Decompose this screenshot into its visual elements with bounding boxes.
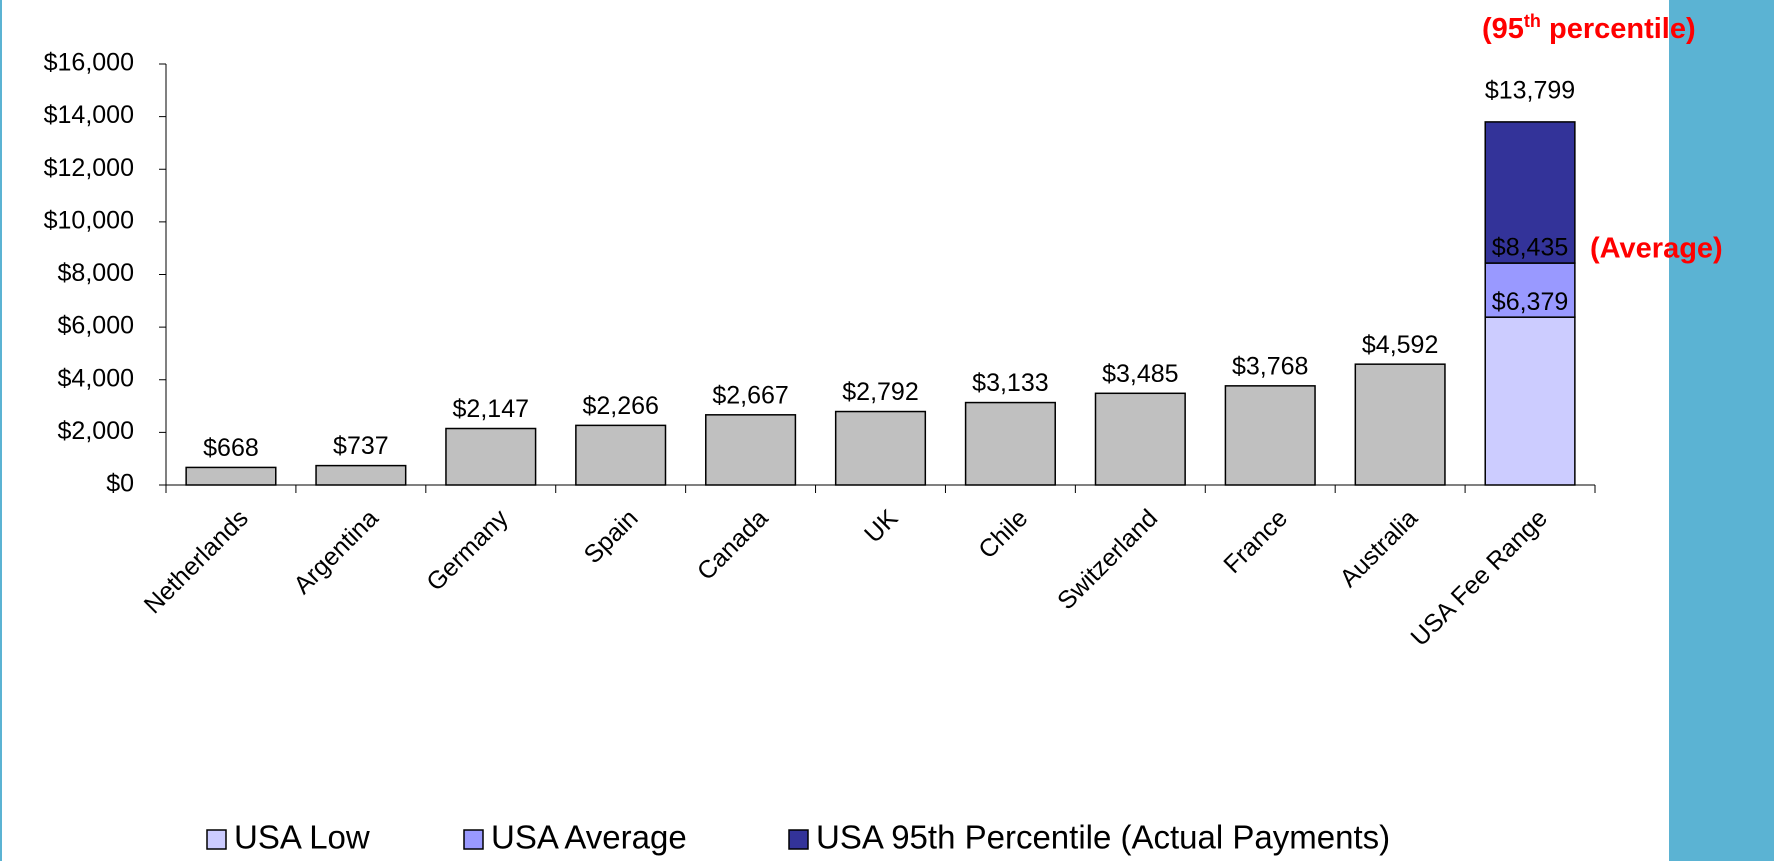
x-tick-label: Switzerland xyxy=(1052,504,1163,615)
bar xyxy=(445,427,537,486)
annotation-average: (Average) xyxy=(1590,233,1723,265)
legend-label: USA Average xyxy=(491,819,687,856)
x-tick-label: Germany xyxy=(421,504,514,597)
left-border xyxy=(0,0,2,861)
y-tick-label: $2,000 xyxy=(58,417,134,445)
x-tick-label: France xyxy=(1218,504,1293,579)
x-tick-label: UK xyxy=(859,504,904,549)
y-tick-label: $0 xyxy=(106,470,134,498)
x-tick-label: Netherlands xyxy=(139,504,254,619)
x-tick-label: Australia xyxy=(1334,504,1423,593)
value-label: $668 xyxy=(203,434,259,462)
bar xyxy=(1224,385,1316,486)
value-label: $2,667 xyxy=(712,381,788,409)
value-label: $3,485 xyxy=(1102,360,1178,388)
level-label: $13,799 xyxy=(1485,77,1575,105)
y-tick-label: $14,000 xyxy=(44,101,134,129)
legend-label: USA 95th Percentile (Actual Payments) xyxy=(816,819,1390,856)
value-label: $737 xyxy=(333,432,389,460)
y-tick-label: $4,000 xyxy=(58,364,134,392)
value-label: $3,133 xyxy=(972,369,1048,397)
side-strip xyxy=(1669,0,1774,861)
level-label: $6,379 xyxy=(1492,288,1568,316)
legend-label: USA Low xyxy=(234,819,370,856)
bar xyxy=(834,410,927,486)
x-tick-label: USA Fee Range xyxy=(1405,504,1553,652)
value-label: $2,792 xyxy=(842,378,918,406)
bar xyxy=(1094,392,1186,486)
x-tick-label: Chile xyxy=(973,504,1033,564)
x-tick-label: Canada xyxy=(692,504,774,586)
y-tick-label: $8,000 xyxy=(58,259,134,287)
y-tick-label: $6,000 xyxy=(58,312,134,340)
y-tick-label: $10,000 xyxy=(44,206,134,234)
bar xyxy=(185,466,277,486)
value-label: $2,147 xyxy=(453,395,529,423)
bar-segment xyxy=(1484,316,1576,486)
bar xyxy=(315,464,407,486)
bar xyxy=(705,414,797,486)
value-label: $3,768 xyxy=(1232,352,1308,380)
legend-swatch xyxy=(788,829,809,850)
value-label: $4,592 xyxy=(1362,331,1438,359)
legend-swatch xyxy=(206,829,227,850)
bar-segment xyxy=(1484,121,1576,264)
annotation-percentile: (95th percentile) xyxy=(1482,11,1696,45)
x-tick-label: Spain xyxy=(579,504,644,569)
bar xyxy=(575,424,667,486)
bar xyxy=(1354,363,1446,486)
y-tick-label: $16,000 xyxy=(44,49,134,77)
level-label: $8,435 xyxy=(1492,234,1568,262)
bar xyxy=(964,401,1056,486)
y-tick-label: $12,000 xyxy=(44,154,134,182)
legend-swatch xyxy=(463,829,484,850)
value-label: $2,266 xyxy=(582,392,658,420)
bar-segment xyxy=(1484,262,1576,318)
x-tick-label: Argentina xyxy=(288,504,384,600)
